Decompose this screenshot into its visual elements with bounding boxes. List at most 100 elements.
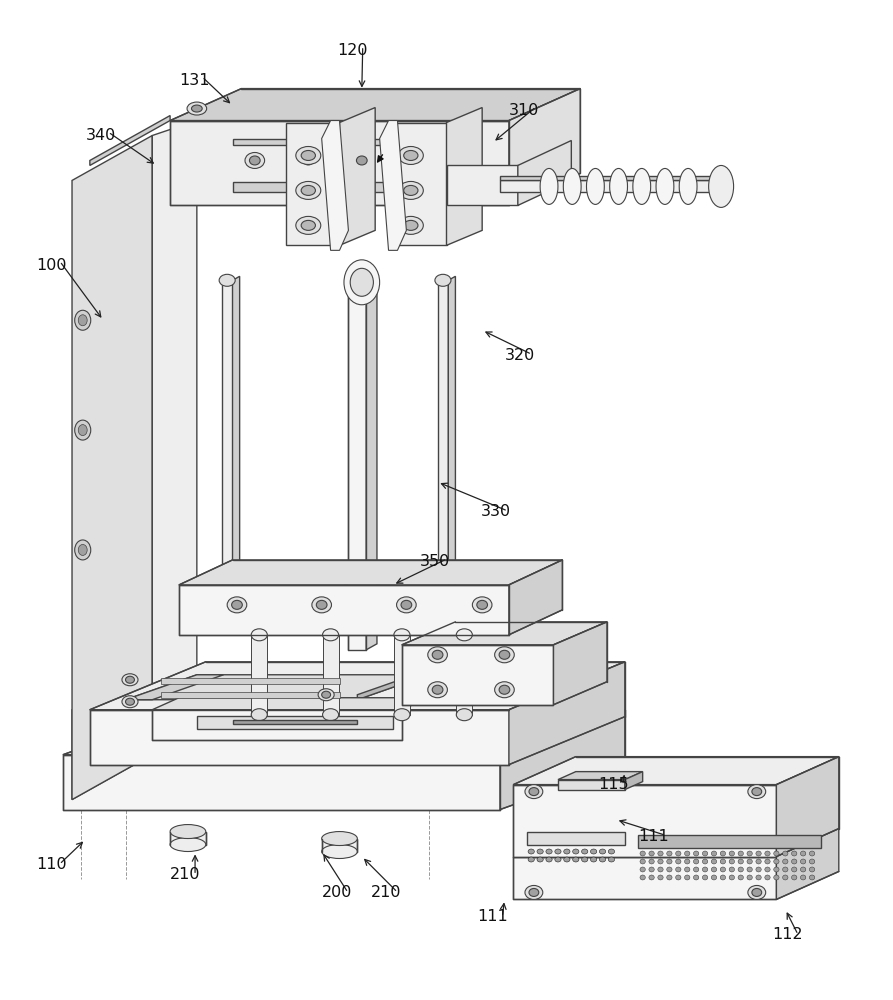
Ellipse shape xyxy=(755,875,761,880)
Ellipse shape xyxy=(773,859,779,864)
Ellipse shape xyxy=(640,875,646,880)
Polygon shape xyxy=(321,839,357,852)
Polygon shape xyxy=(179,585,509,635)
Ellipse shape xyxy=(782,851,788,856)
Text: 115: 115 xyxy=(598,777,629,792)
Ellipse shape xyxy=(401,600,412,609)
Ellipse shape xyxy=(658,875,663,880)
Ellipse shape xyxy=(126,698,135,705)
Ellipse shape xyxy=(721,875,726,880)
Ellipse shape xyxy=(398,181,423,199)
Text: 330: 330 xyxy=(480,504,511,519)
Ellipse shape xyxy=(712,859,717,864)
Ellipse shape xyxy=(667,851,672,856)
Ellipse shape xyxy=(747,885,765,899)
Ellipse shape xyxy=(782,859,788,864)
Ellipse shape xyxy=(764,875,770,880)
Ellipse shape xyxy=(251,709,267,721)
Ellipse shape xyxy=(322,629,338,641)
Ellipse shape xyxy=(499,685,510,694)
Polygon shape xyxy=(366,284,377,650)
Text: 112: 112 xyxy=(772,927,803,942)
Ellipse shape xyxy=(404,220,418,230)
Ellipse shape xyxy=(296,146,321,164)
Polygon shape xyxy=(509,662,625,765)
Ellipse shape xyxy=(712,867,717,872)
Polygon shape xyxy=(90,662,625,710)
Text: 110: 110 xyxy=(37,857,67,872)
Text: 210: 210 xyxy=(170,867,201,882)
Ellipse shape xyxy=(563,857,570,862)
Ellipse shape xyxy=(396,597,416,613)
Ellipse shape xyxy=(738,859,743,864)
Ellipse shape xyxy=(546,857,552,862)
Polygon shape xyxy=(518,140,572,205)
Ellipse shape xyxy=(555,849,561,854)
Ellipse shape xyxy=(245,152,264,168)
Ellipse shape xyxy=(752,888,762,896)
Ellipse shape xyxy=(649,851,655,856)
Text: 111: 111 xyxy=(478,909,508,924)
Ellipse shape xyxy=(528,849,534,854)
Ellipse shape xyxy=(608,857,614,862)
Ellipse shape xyxy=(356,156,367,165)
Ellipse shape xyxy=(316,600,327,609)
Ellipse shape xyxy=(676,859,681,864)
Ellipse shape xyxy=(773,851,779,856)
Ellipse shape xyxy=(809,859,814,864)
Polygon shape xyxy=(625,772,643,790)
Ellipse shape xyxy=(321,832,357,846)
Ellipse shape xyxy=(764,859,770,864)
Polygon shape xyxy=(380,121,406,250)
Ellipse shape xyxy=(676,867,681,872)
Ellipse shape xyxy=(170,838,205,852)
Ellipse shape xyxy=(540,168,558,204)
Polygon shape xyxy=(90,116,170,165)
Polygon shape xyxy=(153,710,402,740)
Ellipse shape xyxy=(555,857,561,862)
Ellipse shape xyxy=(800,851,805,856)
Polygon shape xyxy=(153,121,196,755)
Ellipse shape xyxy=(667,859,672,864)
Ellipse shape xyxy=(590,849,597,854)
Ellipse shape xyxy=(791,875,797,880)
Ellipse shape xyxy=(394,629,410,641)
Polygon shape xyxy=(72,690,153,800)
Ellipse shape xyxy=(633,168,651,204)
Ellipse shape xyxy=(640,851,646,856)
Ellipse shape xyxy=(809,875,814,880)
Ellipse shape xyxy=(75,420,91,440)
Ellipse shape xyxy=(75,310,91,330)
Ellipse shape xyxy=(296,181,321,199)
Ellipse shape xyxy=(608,849,614,854)
Polygon shape xyxy=(513,757,839,785)
Ellipse shape xyxy=(581,857,588,862)
Polygon shape xyxy=(446,165,518,205)
Polygon shape xyxy=(513,857,776,899)
Polygon shape xyxy=(126,675,429,700)
Ellipse shape xyxy=(809,867,814,872)
Ellipse shape xyxy=(782,867,788,872)
Polygon shape xyxy=(72,136,153,800)
Ellipse shape xyxy=(312,597,331,613)
Ellipse shape xyxy=(599,857,605,862)
Ellipse shape xyxy=(755,851,761,856)
Ellipse shape xyxy=(791,851,797,856)
Ellipse shape xyxy=(721,851,726,856)
Ellipse shape xyxy=(755,859,761,864)
Ellipse shape xyxy=(394,709,410,721)
Ellipse shape xyxy=(800,867,805,872)
Polygon shape xyxy=(161,678,339,684)
Polygon shape xyxy=(63,755,500,810)
Polygon shape xyxy=(232,139,446,145)
Polygon shape xyxy=(776,757,839,857)
Ellipse shape xyxy=(537,857,543,862)
Ellipse shape xyxy=(122,674,138,686)
Polygon shape xyxy=(558,772,643,780)
Ellipse shape xyxy=(694,851,699,856)
Ellipse shape xyxy=(703,875,708,880)
Ellipse shape xyxy=(340,582,385,598)
Ellipse shape xyxy=(764,867,770,872)
Ellipse shape xyxy=(738,875,743,880)
Ellipse shape xyxy=(809,851,814,856)
